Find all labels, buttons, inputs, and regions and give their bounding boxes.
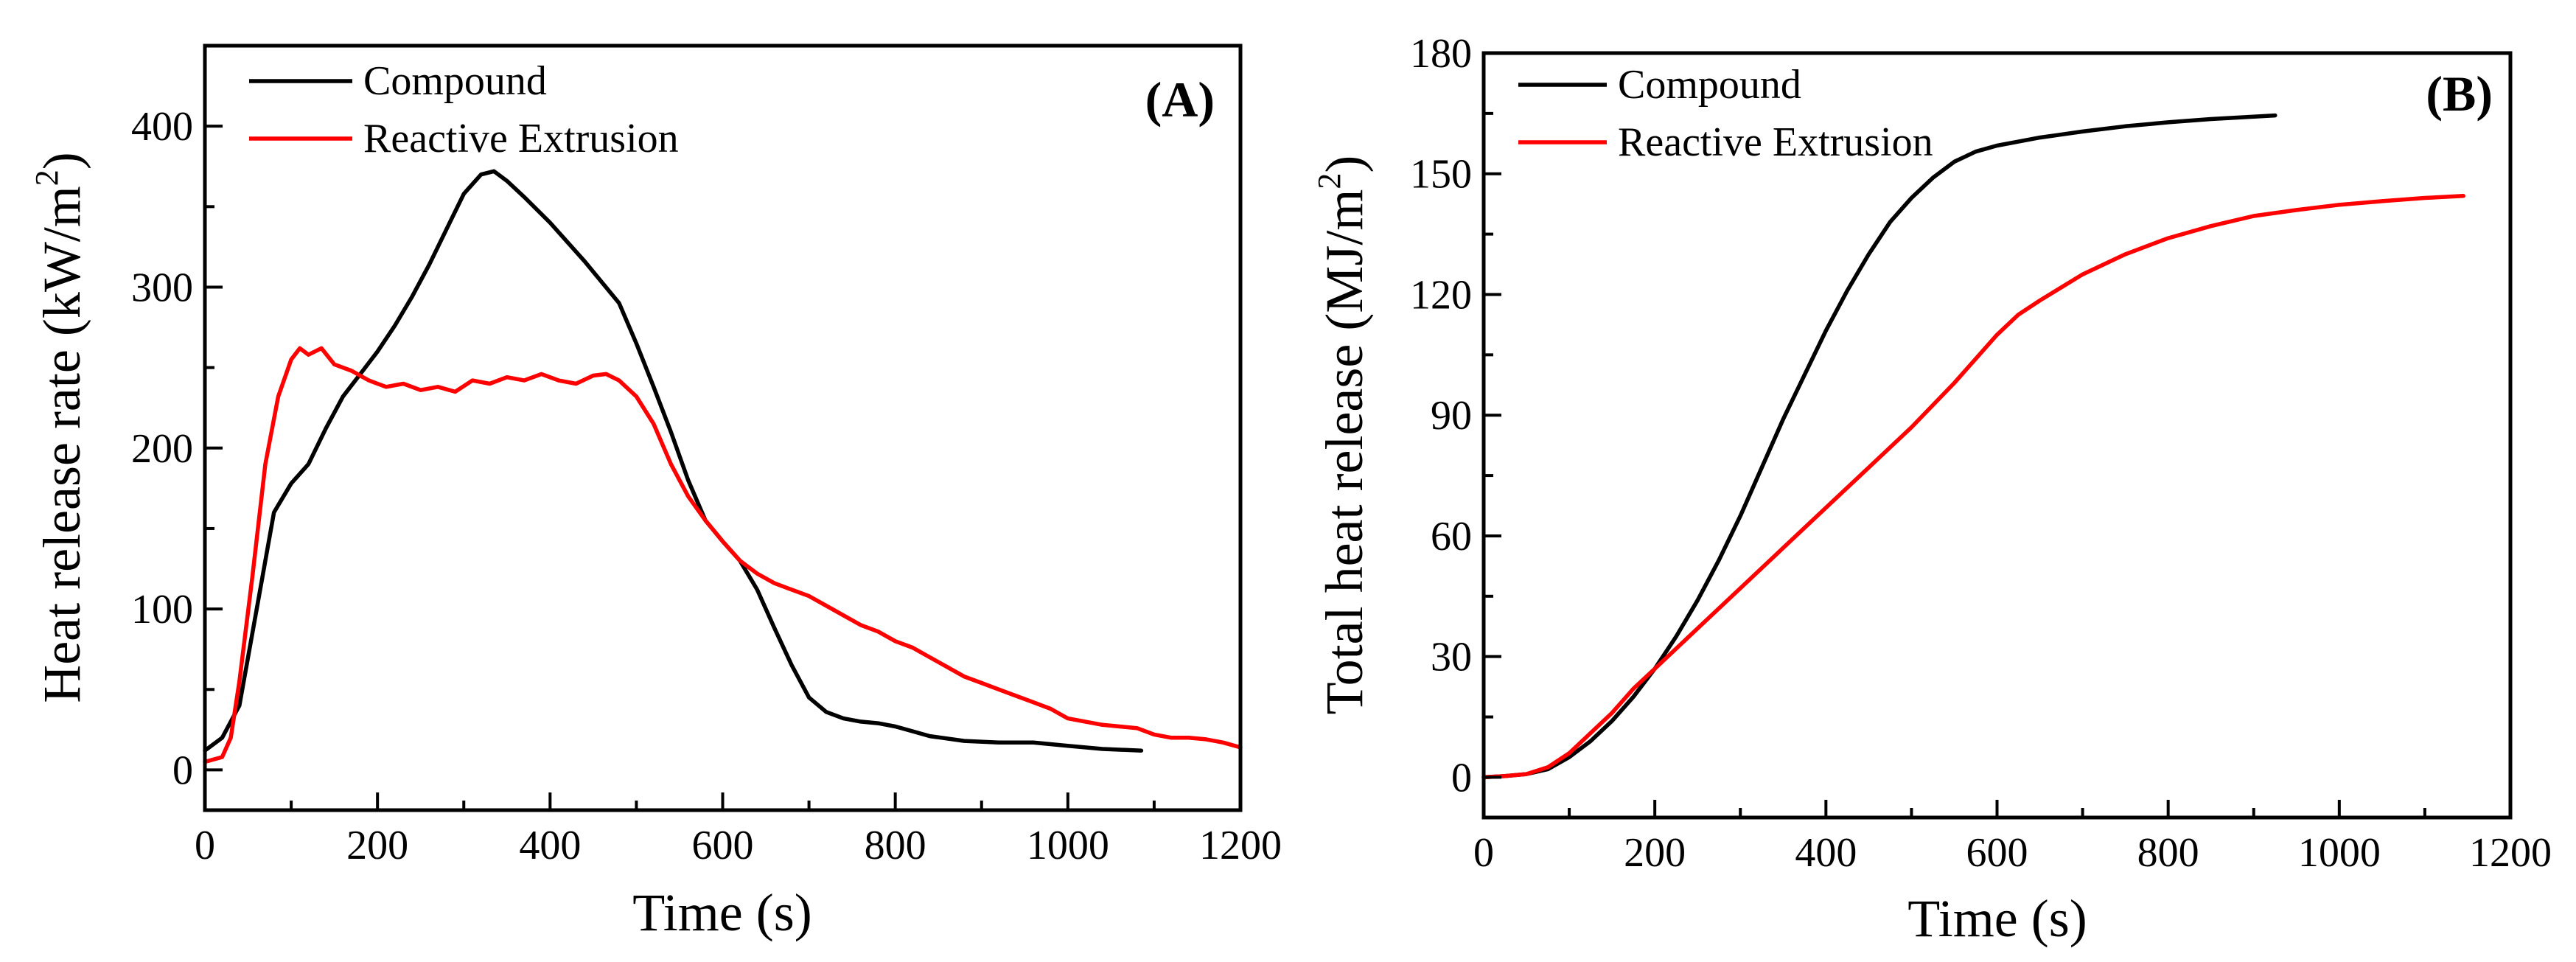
x-tick-label: 1000 <box>1027 823 1109 868</box>
legend-label-compound: Compound <box>363 58 547 104</box>
x-axis-title: Time (s) <box>1907 889 2087 948</box>
panel-label: (B) <box>2426 66 2493 122</box>
plot-frame <box>1481 51 2513 820</box>
x-tick-label: 600 <box>692 823 754 868</box>
x-tick-label: 1000 <box>2298 830 2381 876</box>
y-tick-label: 90 <box>1431 393 1472 439</box>
y-tick-label: 400 <box>131 104 193 150</box>
panel-a: 0 200 400 600 800 1000 1200 0 100 200 300 400 Compo… <box>29 43 1282 942</box>
x-axis-title: Time (s) <box>632 883 811 942</box>
legend-label-reactive-extrusion: Reactive Extrusion <box>363 116 679 161</box>
x-tick-label: 400 <box>519 823 581 868</box>
legend-label-reactive-extrusion: Reactive Extrusion <box>1618 119 1933 165</box>
series-line-reactive-extrusion <box>1481 194 2465 780</box>
series-layer <box>203 169 1243 764</box>
x-tick-label: 1200 <box>1199 823 1282 868</box>
y-axis-title: Heat release rate (kW/m2) <box>29 152 91 703</box>
y-tick-label: 100 <box>131 587 193 632</box>
x-tick-label: 200 <box>1624 830 1686 876</box>
panel-b: 0 200 400 600 800 1000 1200 0 30 60 90 120 150 180 Co… <box>1311 31 2552 948</box>
series-line-reactive-extrusion <box>203 346 1243 764</box>
y-axis-title-superscript: 2 <box>1311 173 1347 189</box>
y-axis-title-main: Heat release rate (kW/m <box>32 186 91 703</box>
y-tick-label: 300 <box>131 265 193 310</box>
x-tick-label: 800 <box>2137 830 2199 876</box>
x-tick-label: 800 <box>865 823 926 868</box>
x-tick-label: 0 <box>195 823 215 868</box>
y-tick-label: 60 <box>1431 514 1472 560</box>
y-tick-label: 150 <box>1410 152 1472 198</box>
y-axis-title-main: Total heat release (MJ/m <box>1315 189 1374 715</box>
plot-frame <box>203 43 1243 812</box>
tick-layer: 0 200 400 600 800 1000 1200 0 30 60 90 120 150 180 <box>1410 31 2552 876</box>
y-axis-title-end: ) <box>1315 156 1374 173</box>
y-tick-label: 120 <box>1410 272 1472 318</box>
series-line-compound <box>203 169 1144 753</box>
series-line-compound <box>1481 113 2277 780</box>
x-tick-label: 200 <box>346 823 408 868</box>
panel-label: (A) <box>1145 72 1215 128</box>
y-tick-label: 0 <box>1451 755 1472 801</box>
y-tick-label: 30 <box>1431 635 1472 680</box>
y-axis-title-end: ) <box>32 152 91 170</box>
series-layer <box>1481 113 2465 780</box>
y-tick-label: 200 <box>131 426 193 472</box>
x-tick-label: 600 <box>1966 830 2028 876</box>
y-axis-title: Total heat release (MJ/m2) <box>1311 156 1374 715</box>
x-tick-label: 1200 <box>2469 830 2552 876</box>
y-tick-label: 180 <box>1410 31 1472 77</box>
legend: Compound Reactive Extrusion <box>1518 62 1933 165</box>
x-tick-label: 400 <box>1795 830 1857 876</box>
y-axis-title-superscript: 2 <box>29 170 65 186</box>
y-tick-label: 0 <box>172 747 193 793</box>
legend: Compound Reactive Extrusion <box>249 58 679 161</box>
x-tick-label: 0 <box>1473 830 1494 876</box>
tick-layer: 0 200 400 600 800 1000 1200 0 100 200 300 400 <box>131 44 1282 868</box>
legend-label-compound: Compound <box>1618 62 1801 108</box>
